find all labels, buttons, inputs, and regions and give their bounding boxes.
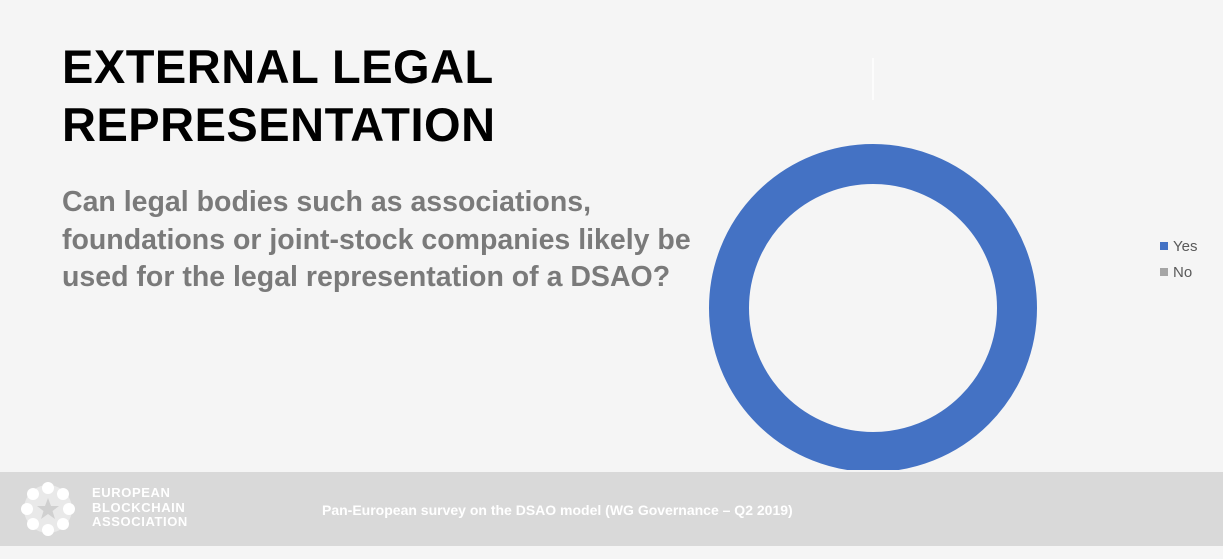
chart-legend: Yes No [1160, 233, 1197, 285]
footer-bar: EUROPEAN BLOCKCHAIN ASSOCIATION Pan-Euro… [0, 472, 1223, 546]
association-logo: EUROPEAN BLOCKCHAIN ASSOCIATION [20, 480, 210, 538]
bottom-strip [0, 546, 1223, 559]
legend-item-no: No [1160, 259, 1197, 285]
star-emblem-icon [21, 482, 75, 536]
legend-label-no: No [1173, 263, 1193, 281]
logo-line-1: EUROPEAN [92, 485, 171, 500]
doughnut-slice-yes [709, 144, 1037, 470]
legend-label-yes: Yes [1173, 237, 1198, 255]
logo-line-2: BLOCKCHAIN [92, 499, 186, 515]
survey-question: Can legal bodies such as associations, f… [62, 186, 691, 293]
logo-line-3: ASSOCIATION [92, 514, 188, 529]
slide-title: EXTERNAL LEGAL REPRESENTATION [62, 38, 662, 154]
title-line-1: EXTERNAL LEGAL [62, 40, 494, 93]
doughnut-chart [709, 58, 1037, 470]
legend-item-yes: Yes [1160, 233, 1197, 259]
footer-caption: Pan-European survey on the DSAO model (W… [322, 502, 793, 518]
title-line-2: REPRESENTATION [62, 98, 496, 151]
legend-swatch-no [1160, 268, 1168, 276]
logo-wordmark: EUROPEAN BLOCKCHAIN ASSOCIATION [92, 485, 188, 530]
legend-swatch-yes [1160, 242, 1168, 250]
